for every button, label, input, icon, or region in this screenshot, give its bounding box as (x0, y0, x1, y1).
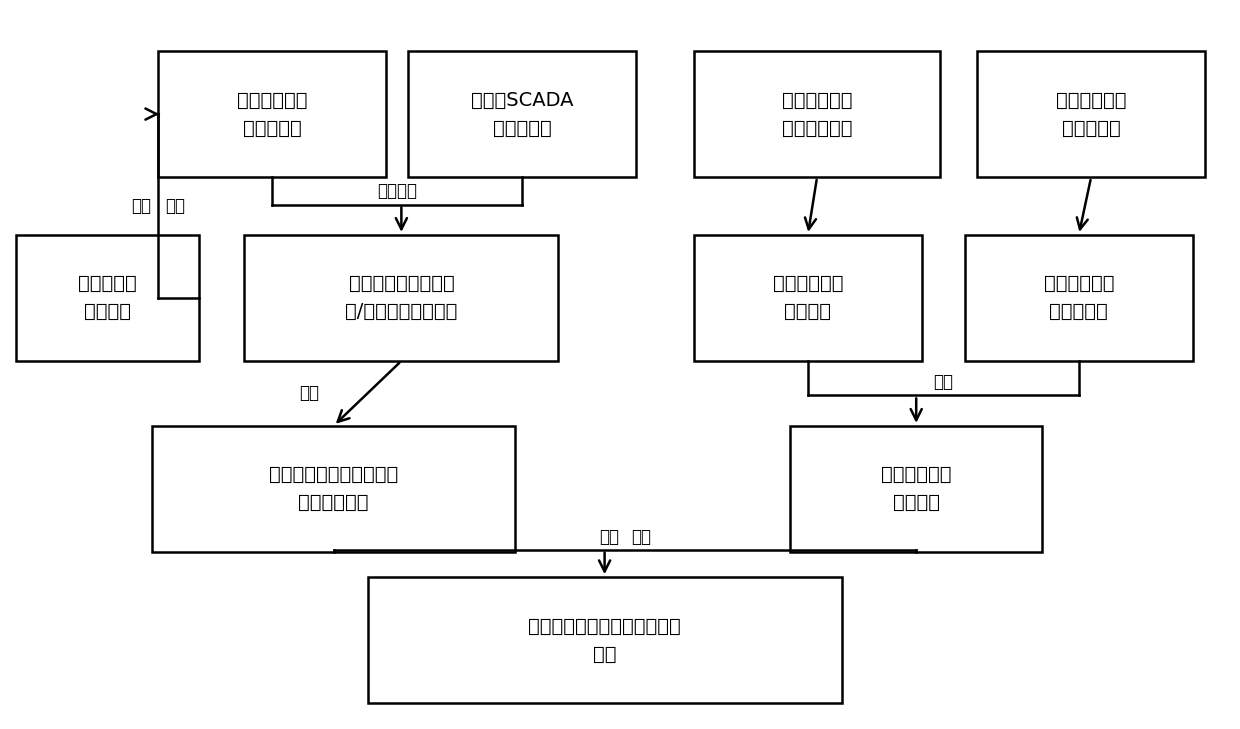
Bar (244, 235, 558, 361)
Text: 待预测日各类典型用
户/变电站日负荷曲线: 待预测日各类典型用 户/变电站日负荷曲线 (345, 274, 458, 321)
Text: 加权: 加权 (631, 528, 651, 546)
Text: 负控用户日
负荷曲线: 负控用户日 负荷曲线 (78, 274, 136, 321)
Bar (153, 426, 516, 552)
Bar (694, 51, 940, 177)
Bar (367, 577, 842, 703)
Bar (965, 235, 1193, 361)
Bar (408, 51, 636, 177)
Text: 统计调查变电
站典型用户: 统计调查变电 站典型用户 (1056, 90, 1126, 138)
Text: 加权: 加权 (934, 373, 954, 391)
Bar (977, 51, 1205, 177)
Bar (16, 235, 198, 361)
Bar (790, 426, 1043, 552)
Text: 负荷预测: 负荷预测 (377, 182, 417, 200)
Text: 待预测日变电站各类典型
用户构成比例: 待预测日变电站各类典型 用户构成比例 (269, 465, 398, 512)
Text: 综合: 综合 (165, 197, 186, 215)
Text: 辨识: 辨识 (299, 384, 319, 402)
Bar (694, 235, 921, 361)
Text: 典型用电设备
模型参数: 典型用电设备 模型参数 (773, 274, 843, 321)
Text: 待预测日变电站综合负荷模型
参数: 待预测日变电站综合负荷模型 参数 (528, 617, 681, 663)
Text: 典型用户负荷
模型参数: 典型用户负荷 模型参数 (880, 465, 951, 512)
Text: 分类: 分类 (130, 197, 151, 215)
Bar (159, 51, 386, 177)
Text: 四类典型用户
日负荷曲线: 四类典型用户 日负荷曲线 (237, 90, 308, 138)
Text: 基于实验室测
量或经验总结: 基于实验室测 量或经验总结 (781, 90, 852, 138)
Text: 典型用户的设
备构成比例: 典型用户的设 备构成比例 (1044, 274, 1114, 321)
Text: 变电站SCADA
日负荷曲线: 变电站SCADA 日负荷曲线 (471, 90, 573, 138)
Text: 综合: 综合 (599, 528, 619, 546)
